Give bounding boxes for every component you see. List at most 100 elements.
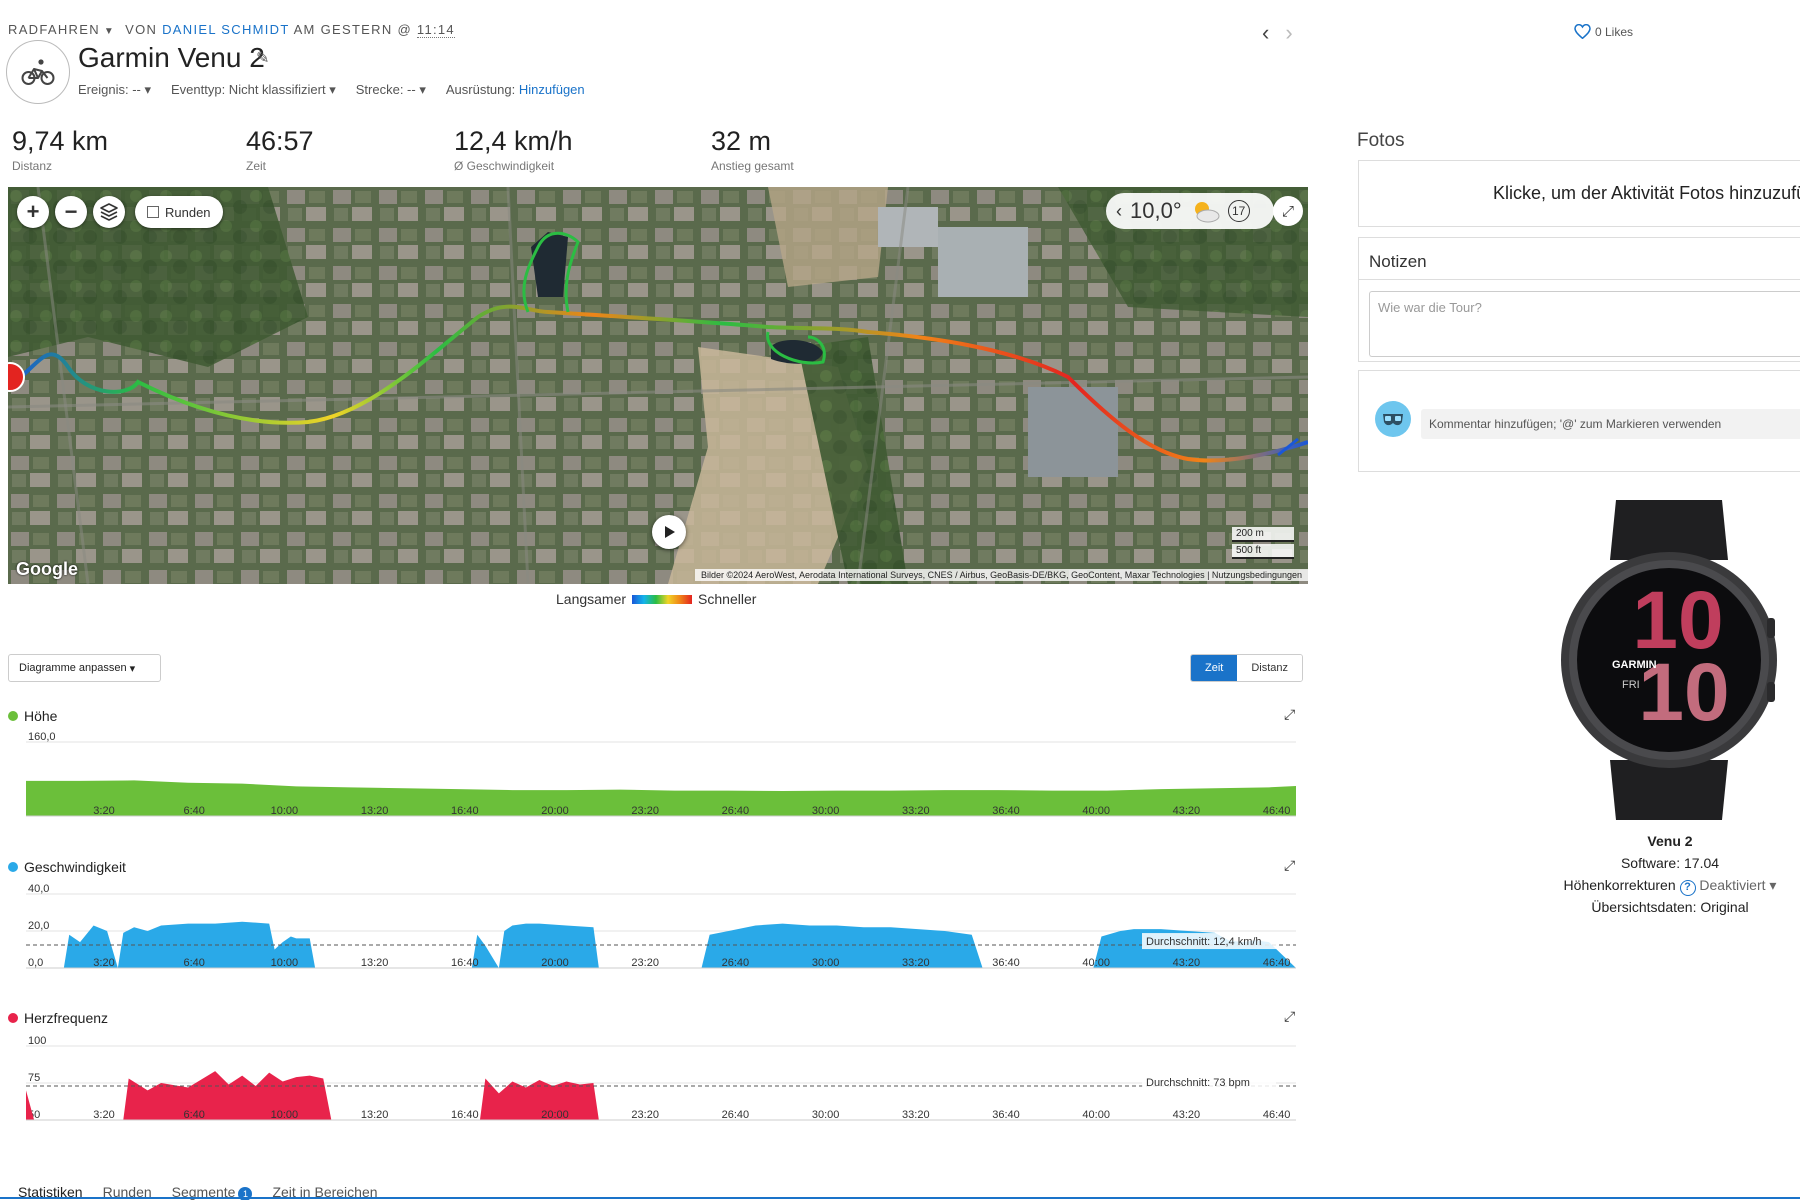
activity-nav: ‹ › xyxy=(1262,20,1293,46)
x-tick-label: 30:00 xyxy=(812,957,840,969)
x-tick-label: 6:40 xyxy=(183,1109,204,1121)
legend-fast: Schneller xyxy=(698,591,757,607)
add-photos-text: Klicke, um der Aktivität Fotos hinzuzufü… xyxy=(1493,183,1800,203)
zoom-out-button[interactable]: − xyxy=(55,196,87,228)
route-map[interactable]: + − Runden ‹ 10,0° 17 ⤢ Google 200 m 500… xyxy=(8,187,1308,584)
y-tick-label: 0,0 xyxy=(28,957,43,969)
elev-corr-dropdown[interactable]: Deaktiviert ▾ xyxy=(1699,877,1777,893)
x-tick-label: 6:40 xyxy=(183,805,204,817)
time-label[interactable]: 11:14 xyxy=(416,22,455,38)
tab-segments[interactable]: Segmente 1 xyxy=(172,1184,253,1200)
stat-value: 46:57 xyxy=(246,126,314,156)
x-tick-label: 43:20 xyxy=(1173,805,1201,817)
x-tick-label: 30:00 xyxy=(812,1109,840,1121)
expand-elevation-icon[interactable]: ⤢ xyxy=(1284,706,1296,722)
series-area[interactable] xyxy=(26,780,1296,816)
prev-activity-icon[interactable]: ‹ xyxy=(1262,20,1270,45)
add-photos-area[interactable]: Klicke, um der Aktivität Fotos hinzuzufü… xyxy=(1358,160,1800,227)
laps-checkbox[interactable] xyxy=(147,206,159,218)
tab-statistics[interactable]: Statistiken xyxy=(18,1184,83,1200)
google-logo: Google xyxy=(16,559,78,579)
summary-data: Übersichtsdaten: Original xyxy=(1591,899,1749,915)
series-area[interactable] xyxy=(26,1071,599,1120)
weather-widget[interactable]: ‹ 10,0° 17 xyxy=(1106,193,1274,229)
stat-value: 12,4 km/h xyxy=(454,126,573,156)
detail-tabs: Statistiken Runden Segmente 1 Zeit in Ber… xyxy=(18,1184,378,1200)
speed-chart-title: Geschwindigkeit xyxy=(8,859,126,875)
notes-heading: Notizen xyxy=(1359,238,1800,280)
x-tick-label: 26:40 xyxy=(722,957,750,969)
y-tick-label: 100 xyxy=(28,1035,46,1047)
course-dropdown[interactable]: Strecke: -- ▾ xyxy=(355,82,426,97)
tab-laps[interactable]: Runden xyxy=(102,1184,152,1200)
toggle-time[interactable]: Zeit xyxy=(1191,655,1238,681)
weather-collapse-icon[interactable]: ‹ xyxy=(1116,200,1122,221)
x-tick-label: 13:20 xyxy=(361,957,389,969)
activity-type[interactable]: RADFAHREN xyxy=(8,22,100,37)
add-gear-link[interactable]: Hinzufügen xyxy=(518,82,585,97)
play-icon xyxy=(665,526,675,538)
stat-label: Anstieg gesamt xyxy=(711,159,794,173)
likes[interactable]: 0 Likes xyxy=(1574,24,1633,39)
series-area[interactable] xyxy=(26,921,1296,968)
tab-time-in-zones[interactable]: Zeit in Bereichen xyxy=(272,1184,378,1200)
play-route-button[interactable] xyxy=(652,515,686,549)
route-track xyxy=(8,304,1308,463)
toggle-distance[interactable]: Distanz xyxy=(1237,655,1303,681)
notes-panel: Notizen xyxy=(1358,237,1800,362)
laps-toggle[interactable]: Runden xyxy=(135,196,223,228)
elevation-chart: 160,003:206:4010:0013:2016:4020:0023:202… xyxy=(26,731,1296,817)
average-label: Durchschnitt: 73 bpm xyxy=(1146,1077,1250,1089)
heart-icon[interactable] xyxy=(1574,24,1591,39)
stat-label: Distanz xyxy=(12,159,53,173)
x-tick-label: 40:00 xyxy=(1082,805,1110,817)
x-tick-label: 10:00 xyxy=(271,957,299,969)
layers-button[interactable] xyxy=(93,196,125,228)
help-icon[interactable]: ? xyxy=(1679,880,1696,896)
zoom-in-button[interactable]: + xyxy=(17,196,49,228)
stat-distance: 9,74 km Distanz xyxy=(12,126,108,173)
edit-title-icon[interactable]: ✎ xyxy=(256,50,270,67)
fullscreen-icon: ⤢ xyxy=(1281,202,1294,220)
laps-label: Runden xyxy=(165,204,211,220)
comment-input[interactable] xyxy=(1421,409,1800,439)
activity-type-dropdown-icon[interactable]: ▼ xyxy=(103,26,116,37)
event-dropdown[interactable]: Ereignis: -- ▾ xyxy=(78,82,151,97)
device-software: Software: 17.04 xyxy=(1620,855,1720,871)
device-name: Venu 2 xyxy=(1647,833,1693,849)
elevation-chart-title: Höhe xyxy=(8,708,57,724)
x-tick-label: 46:40 xyxy=(1263,805,1291,817)
elev-corr-label: Höhenkorrekturen xyxy=(1563,877,1676,893)
x-tick-label: 3:20 xyxy=(93,957,114,969)
average-label-bg xyxy=(1142,1073,1276,1090)
x-tick-label: 36:40 xyxy=(992,957,1020,969)
expand-speed-icon[interactable]: ⤢ xyxy=(1284,857,1296,873)
x-tick-label: 33:20 xyxy=(902,957,930,969)
expand-heartrate-icon[interactable]: ⤢ xyxy=(1284,1008,1296,1024)
watch-brand: GARMIN xyxy=(1612,659,1657,671)
notes-input[interactable] xyxy=(1369,291,1800,357)
speed-legend: Langsamer Schneller xyxy=(556,591,756,607)
elevation-corrections: Höhenkorrekturen ? Deaktiviert ▾ xyxy=(1460,874,1800,896)
activity-meta: Ereignis: -- ▾ Eventtyp: Nicht klassifiz… xyxy=(78,82,585,98)
stat-label: Ø Geschwindigkeit xyxy=(454,159,555,173)
user-link[interactable]: DANIEL SCHMIDT xyxy=(162,22,290,37)
activity-type-badge xyxy=(6,40,70,104)
next-activity-icon[interactable]: › xyxy=(1285,20,1293,45)
customize-charts-button[interactable]: Diagramme anpassen ▾ xyxy=(8,654,161,682)
map-attribution[interactable]: Bilder ©2024 AeroWest, Aerodata Internat… xyxy=(695,569,1308,581)
heartrate-dot xyxy=(8,1013,18,1023)
x-tick-label: 30:00 xyxy=(812,805,840,817)
average-label: Durchschnitt: 12,4 km/h xyxy=(1146,936,1262,948)
scale-metric: 200 m xyxy=(1232,527,1294,542)
map-fullscreen-button[interactable]: ⤢ xyxy=(1273,196,1303,226)
x-tick-label: 43:20 xyxy=(1173,1109,1201,1121)
event-type-dropdown[interactable]: Eventtyp: Nicht klassifiziert ▾ xyxy=(171,82,336,97)
heartrate-chart-title: Herzfrequenz xyxy=(8,1010,108,1026)
x-tick-label: 43:20 xyxy=(1173,957,1201,969)
x-tick-label: 3:20 xyxy=(93,1109,114,1121)
x-tick-label: 23:20 xyxy=(631,805,659,817)
bottom-divider xyxy=(0,1197,1800,1199)
x-tick-label: 23:20 xyxy=(631,1109,659,1121)
